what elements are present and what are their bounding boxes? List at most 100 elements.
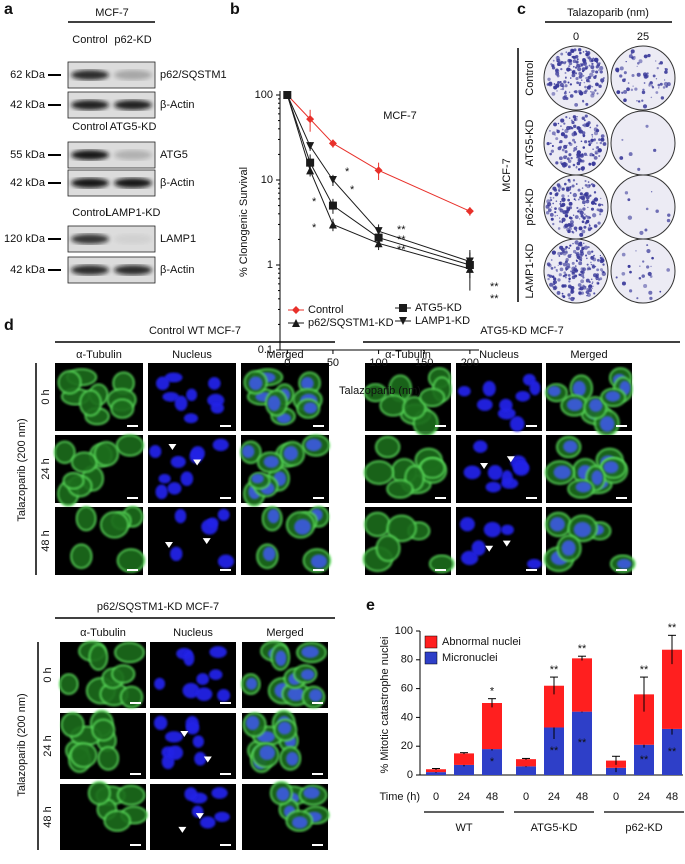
legend-label: p62/SQSTM1-KD xyxy=(308,317,394,329)
nucleus xyxy=(303,787,320,799)
nucleus xyxy=(174,508,187,524)
colony xyxy=(563,91,567,95)
time-label: 48 h xyxy=(40,530,52,551)
cell xyxy=(115,434,145,457)
colony xyxy=(567,229,571,234)
colony xyxy=(553,277,557,281)
colony xyxy=(587,246,590,249)
colony xyxy=(581,246,585,250)
significance: ** xyxy=(668,622,677,634)
colony xyxy=(662,86,666,89)
colony xyxy=(596,278,598,281)
colony xyxy=(596,273,599,276)
protein-label: β-Actin xyxy=(160,99,194,111)
colony xyxy=(559,267,564,272)
nucleus xyxy=(566,398,583,411)
colony xyxy=(578,75,583,79)
significance: ** xyxy=(397,224,406,236)
colony xyxy=(549,212,554,217)
colony xyxy=(571,261,575,265)
colony xyxy=(555,200,558,202)
nucleus xyxy=(529,380,541,396)
colony xyxy=(595,146,599,150)
colony xyxy=(554,215,556,217)
nucleus xyxy=(547,385,561,397)
colony xyxy=(558,156,563,161)
protein-label: β-Actin xyxy=(160,177,194,189)
colony xyxy=(568,153,572,157)
colony xyxy=(554,285,557,287)
colony xyxy=(629,289,633,293)
colony xyxy=(641,99,644,102)
bar-segment xyxy=(454,764,474,775)
cell xyxy=(88,643,109,671)
colony xyxy=(658,62,661,65)
cell xyxy=(363,460,395,485)
colony xyxy=(565,245,568,249)
colony xyxy=(615,276,618,279)
colony xyxy=(563,155,567,160)
colony xyxy=(568,247,570,250)
colony xyxy=(645,124,649,128)
colony xyxy=(574,265,577,267)
colony xyxy=(581,229,586,234)
colony xyxy=(599,150,602,153)
colony xyxy=(569,94,574,98)
nucleus xyxy=(242,444,255,458)
group-label: ATG5-KD xyxy=(531,822,578,834)
nucleus xyxy=(616,558,632,570)
colony xyxy=(555,192,559,196)
significance: ** xyxy=(490,281,499,293)
colony xyxy=(619,74,623,78)
colony xyxy=(641,90,646,95)
colony xyxy=(582,216,586,220)
colony xyxy=(563,61,566,65)
colony xyxy=(597,203,602,207)
colony xyxy=(598,138,601,141)
group-label: p62-KD xyxy=(625,822,662,834)
colony xyxy=(573,66,575,68)
colony xyxy=(550,149,555,153)
colony xyxy=(577,198,580,201)
dose-label: 0 xyxy=(573,31,579,43)
marker xyxy=(328,220,337,229)
colony xyxy=(583,204,586,207)
colony xyxy=(562,210,566,214)
colony xyxy=(570,296,575,302)
colony xyxy=(569,77,572,79)
colony xyxy=(561,148,565,152)
column-label: α-Tubulin xyxy=(76,349,122,361)
colony xyxy=(590,207,595,211)
colony xyxy=(601,203,603,206)
cell xyxy=(99,511,130,539)
protein-label: ATG5 xyxy=(160,149,188,161)
colony xyxy=(592,184,596,188)
x-axis-label: Time (h) xyxy=(379,791,420,803)
colony xyxy=(666,268,670,272)
nucleus xyxy=(246,677,258,690)
colony xyxy=(564,72,567,74)
colony xyxy=(581,220,585,224)
panel-label: a xyxy=(4,1,13,18)
nucleus xyxy=(589,398,603,412)
colony xyxy=(579,51,582,55)
colony xyxy=(556,291,561,295)
colony xyxy=(564,90,567,93)
nucleus xyxy=(487,465,503,481)
colony xyxy=(568,117,571,119)
colony xyxy=(560,52,564,56)
marker xyxy=(292,306,300,314)
colony xyxy=(600,197,602,200)
colony xyxy=(562,95,567,100)
colony xyxy=(577,283,582,287)
colony xyxy=(578,129,583,134)
colony xyxy=(583,245,589,250)
colony xyxy=(559,145,562,149)
marker xyxy=(399,317,407,325)
colony xyxy=(556,90,558,92)
colony xyxy=(549,198,553,202)
marker xyxy=(374,227,383,236)
colony xyxy=(627,215,633,220)
colony xyxy=(570,157,573,160)
nucleus xyxy=(155,376,170,391)
